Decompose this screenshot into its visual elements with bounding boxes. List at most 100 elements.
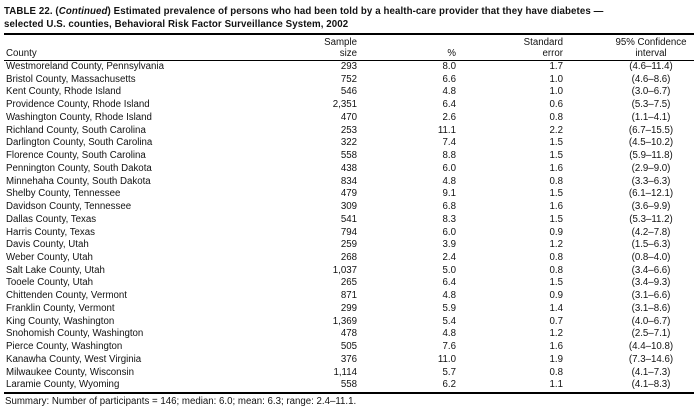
col-header-confidence-interval: 95% Confidence interval <box>563 34 694 61</box>
col-header-percent: % <box>357 34 456 61</box>
cell-se: 1.5 <box>549 137 563 149</box>
cell-se: 1.0 <box>549 86 563 98</box>
cell-county: Davis County, Utah <box>6 239 89 251</box>
cell-pct: 5.4 <box>442 315 456 327</box>
cell-se: 0.9 <box>549 226 563 238</box>
cell-county: Weber County, Utah <box>6 252 93 264</box>
cell-se: 1.6 <box>549 341 563 353</box>
cell-county: Franklin County, Vermont <box>6 302 115 314</box>
cell-sample: 470 <box>340 111 357 123</box>
cell-sample: 253 <box>340 124 357 136</box>
cell-pct: 7.6 <box>442 341 456 353</box>
table-header: County Sample size % Standard error 95% … <box>4 34 694 61</box>
cell-county: Darlington County, South Carolina <box>6 137 153 149</box>
cell-county: Dallas County, Texas <box>6 213 97 225</box>
cell-ci: (4.1–8.3) <box>631 379 671 391</box>
cell-sample: 558 <box>340 150 357 162</box>
cell-county: Laramie County, Wyoming <box>6 379 120 391</box>
cell-sample: 309 <box>340 201 357 213</box>
cell-pct: 4.8 <box>442 86 456 98</box>
cell-sample: 1,037 <box>332 264 357 276</box>
cell-ci: (5.9–11.8) <box>629 150 673 162</box>
cell-pct: 2.6 <box>442 111 456 123</box>
cell-county: Washington County, Rhode Island <box>6 111 152 123</box>
cell-sample: 299 <box>340 302 357 314</box>
cell-county: Bristol County, Massachusetts <box>6 73 136 85</box>
cell-ci: (1.5–6.3) <box>631 239 671 251</box>
cell-county: Westmoreland County, Pennsylvania <box>6 61 164 72</box>
cell-ci: (1.1–4.1) <box>631 111 671 123</box>
table-row: Shelby County, Tennessee 479 9.1 1.5 (6.1–12… <box>4 188 694 201</box>
table-row: Davis County, Utah 259 3.9 1.2 (1.5–6.3) <box>4 239 694 252</box>
cell-pct: 7.4 <box>442 137 456 149</box>
cell-ci: (2.5–7.1) <box>631 328 671 340</box>
cell-county: Pennington County, South Dakota <box>6 162 152 174</box>
cell-sample: 794 <box>340 226 357 238</box>
cell-ci: (4.6–8.6) <box>631 73 671 85</box>
cell-pct: 2.4 <box>442 252 456 264</box>
table-body: Westmoreland County, Pennsylvania 293 8.0 1… <box>4 61 694 394</box>
title-segment-suffix: ) Estimated prevalence of persons who ha… <box>107 6 604 17</box>
table-row: Pierce County, Washington 505 7.6 1.6 (4.4–1… <box>4 341 694 354</box>
cell-ci: (3.4–6.6) <box>631 264 671 276</box>
cell-ci: (0.8–4.0) <box>631 252 671 264</box>
cell-sample: 1,369 <box>332 315 357 327</box>
cell-sample: 2,351 <box>332 99 357 111</box>
cell-county: Chittenden County, Vermont <box>6 290 127 302</box>
table-row: Darlington County, South Carolina 322 7.4 1… <box>4 137 694 150</box>
table-row: Salt Lake County, Utah 1,037 5.0 0.8 (3.4–6.… <box>4 265 694 278</box>
cell-ci: (3.4–9.3) <box>631 277 671 289</box>
cell-sample: 438 <box>340 162 357 174</box>
table-row: Richland County, South Carolina 253 11.1 2.… <box>4 125 694 138</box>
cell-se: 1.5 <box>549 277 563 289</box>
cell-se: 1.2 <box>549 239 563 251</box>
table-row: Kanawha County, West Virginia 376 11.0 1.9 (… <box>4 354 694 367</box>
cell-se: 2.2 <box>549 124 563 136</box>
cell-sample: 293 <box>340 61 357 72</box>
cell-county: Milwaukee County, Wisconsin <box>6 366 134 378</box>
cell-se: 1.1 <box>549 379 563 391</box>
cell-pct: 6.4 <box>442 99 456 111</box>
cell-pct: 4.8 <box>442 290 456 302</box>
table-row: Minnehaha County, South Dakota 834 4.8 0.8 (… <box>4 176 694 189</box>
cell-pct: 4.8 <box>442 328 456 340</box>
title-segment-continued: Continued <box>58 6 108 17</box>
cell-pct: 8.0 <box>442 61 456 72</box>
cell-county: Shelby County, Tennessee <box>6 188 121 200</box>
title-segment-prefix: TABLE 22. ( <box>4 6 59 17</box>
cell-county: Minnehaha County, South Dakota <box>6 175 151 187</box>
cell-ci: (2.9–9.0) <box>631 162 671 174</box>
cell-sample: 558 <box>340 379 357 391</box>
table-row: Dallas County, Texas 541 8.3 1.5 (5.3–11.2) <box>4 214 694 227</box>
col-header-county: County <box>4 34 296 61</box>
cell-sample: 834 <box>340 175 357 187</box>
cell-ci: (5.3–11.2) <box>629 213 673 225</box>
cell-ci: (3.3–6.3) <box>631 175 671 187</box>
cell-se: 1.6 <box>549 201 563 213</box>
col-header-standard-error: Standard error <box>456 34 563 61</box>
cell-county: Providence County, Rhode Island <box>6 99 150 111</box>
cell-county: Pierce County, Washington <box>6 341 123 353</box>
cell-se: 0.6 <box>549 99 563 111</box>
prevalence-table: County Sample size % Standard error 95% … <box>4 33 694 395</box>
cell-ci: (3.1–6.6) <box>631 290 671 302</box>
cell-ci: (7.3–14.6) <box>628 353 674 365</box>
cell-pct: 11.1 <box>437 124 456 136</box>
summary-line: Summary: Number of participants = 146; m… <box>5 395 357 407</box>
cell-pct: 5.0 <box>442 264 456 276</box>
cell-se: 1.7 <box>549 61 563 72</box>
title-line-1: TABLE 22. (Continued) Estimated prevalen… <box>4 6 694 19</box>
cell-sample: 265 <box>340 277 357 289</box>
cell-se: 1.9 <box>549 353 563 365</box>
cell-se: 1.0 <box>549 73 563 85</box>
cell-county: Richland County, South Carolina <box>6 124 146 136</box>
cell-se: 1.5 <box>549 150 563 162</box>
cell-sample: 322 <box>340 137 357 149</box>
cell-pct: 9.1 <box>442 188 456 200</box>
cell-pct: 6.0 <box>442 162 456 174</box>
cell-ci: (4.2–7.8) <box>631 226 671 238</box>
table-row: Milwaukee County, Wisconsin 1,114 5.7 0.8 (4… <box>4 367 694 380</box>
cell-sample: 268 <box>340 252 357 264</box>
cell-se: 0.9 <box>549 290 563 302</box>
